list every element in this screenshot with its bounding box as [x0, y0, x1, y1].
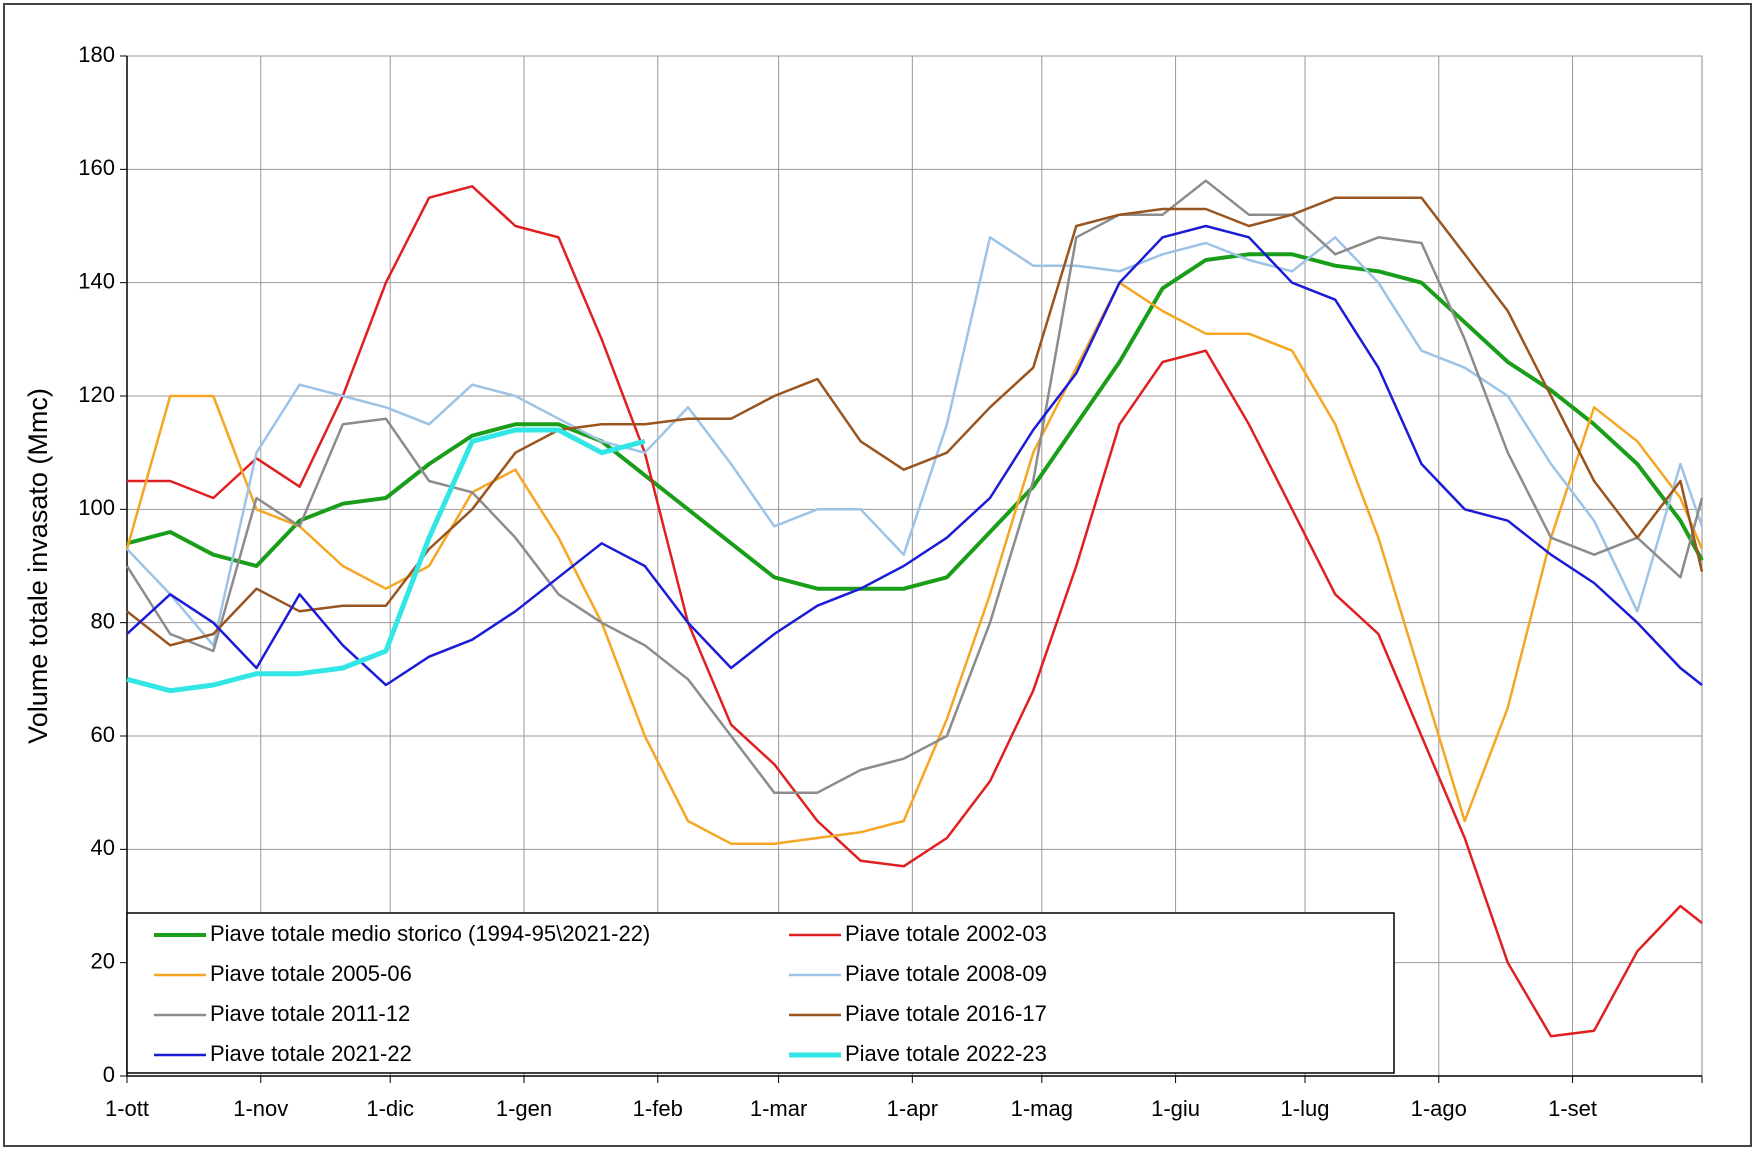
legend-label: Piave totale 2016-17 [845, 1001, 1047, 1026]
series-line [125, 179, 1704, 794]
series-line [126, 252, 1704, 591]
x-tick-label: 1-apr [887, 1096, 938, 1121]
legend-label: Piave totale 2008-09 [845, 961, 1047, 986]
x-tick-label: 1-ago [1411, 1096, 1467, 1121]
series-line [126, 236, 1704, 647]
legend-label: Piave totale 2002-03 [845, 921, 1047, 946]
y-tick-label: 20 [91, 948, 115, 973]
series-line [126, 427, 646, 694]
y-tick-label: 40 [91, 835, 115, 860]
series-line [126, 224, 1703, 687]
series-line [125, 281, 1704, 845]
x-tick-label: 1-lug [1281, 1096, 1330, 1121]
y-tick-label: 160 [78, 155, 115, 180]
y-tick-label: 0 [103, 1062, 115, 1087]
y-tick-label: 140 [78, 268, 115, 293]
x-tick-label: 1-gen [496, 1096, 552, 1121]
legend-box [126, 912, 1395, 1074]
x-tick-label: 1-ott [105, 1096, 149, 1121]
y-axis-label: Volume totale invasato (Mmc) [23, 388, 53, 744]
series-line [127, 185, 1703, 1038]
plot-area [126, 55, 1703, 1077]
y-tick-label: 60 [91, 722, 115, 747]
y-tick-label: 120 [78, 382, 115, 407]
legend-label: Piave totale 2005-06 [210, 961, 412, 986]
x-tick-label: 1-dic [366, 1096, 414, 1121]
legend-label: Piave totale 2011-12 [210, 1001, 410, 1026]
x-tick-label: 1-mar [750, 1096, 807, 1121]
y-tick-label: 180 [78, 42, 115, 67]
x-tick-label: 1-set [1548, 1096, 1597, 1121]
series-line [126, 196, 1704, 647]
x-tick-label: 1-giu [1151, 1096, 1200, 1121]
x-tick-label: 1-mag [1011, 1096, 1073, 1121]
y-tick-label: 100 [78, 495, 115, 520]
x-tick-label: 1-feb [633, 1096, 683, 1121]
y-tick-label: 80 [91, 608, 115, 633]
legend-label: Piave totale 2022-23 [845, 1041, 1047, 1066]
legend-label: Piave totale medio storico (1994-95\2021… [210, 921, 650, 946]
legend-label: Piave totale 2021-22 [210, 1041, 412, 1066]
x-tick-label: 1-nov [233, 1096, 288, 1121]
